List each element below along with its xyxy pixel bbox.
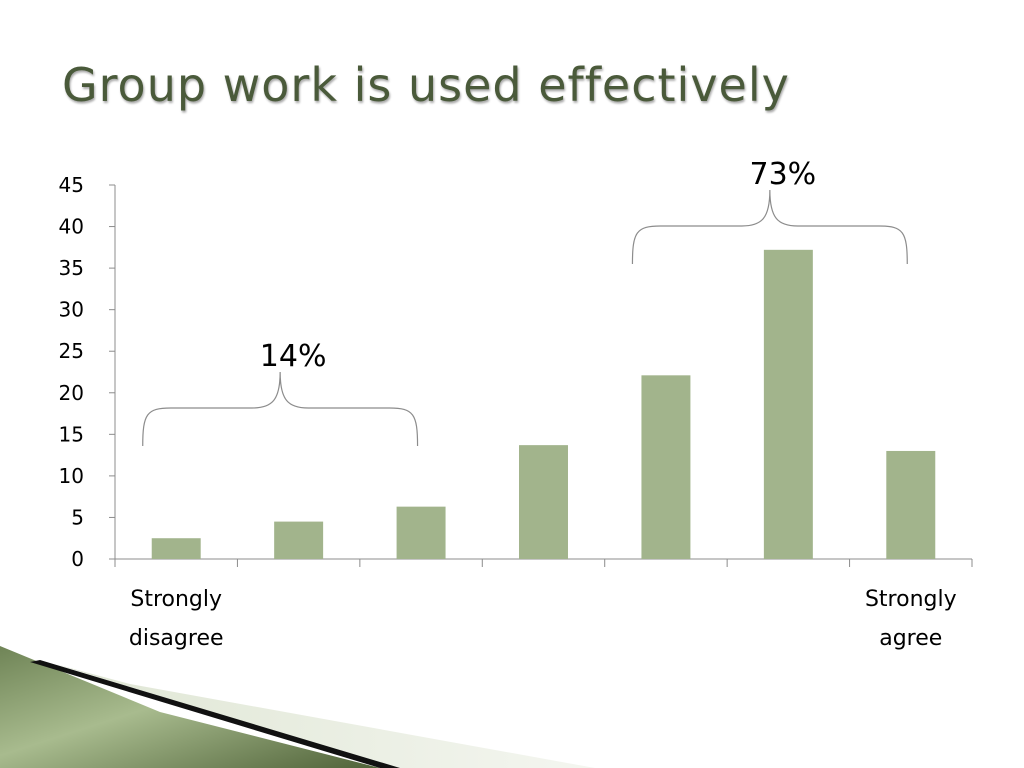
corner-decoration [0, 646, 595, 768]
bar-3 [396, 506, 446, 559]
y-tick-label: 10 [59, 464, 84, 488]
y-tick-label: 45 [59, 173, 84, 197]
x-end-label-left: Strongly [130, 587, 222, 612]
brace-1 [631, 189, 908, 265]
y-tick-label: 25 [59, 339, 84, 363]
bar-4 [519, 445, 568, 559]
annotation-label-1: 73% [750, 157, 817, 192]
y-tick-label: 20 [59, 381, 84, 405]
x-end-label-right: Strongly [865, 587, 957, 612]
brace-0 [142, 371, 419, 447]
x-end-label-left: disagree [129, 626, 224, 651]
y-tick-label: 35 [59, 256, 84, 280]
x-end-label-right: agree [879, 626, 942, 651]
bar-7 [886, 450, 936, 559]
y-tick-label: 40 [59, 215, 84, 239]
bar-5 [641, 375, 691, 559]
y-tick-label: 0 [71, 547, 84, 571]
bar-6 [763, 249, 813, 559]
y-tick-label: 15 [59, 422, 84, 446]
y-tick-label: 30 [59, 298, 84, 322]
annotation-label-0: 14% [260, 339, 327, 374]
slide-title: Group work is used effectively [62, 58, 790, 112]
y-tick-label: 5 [71, 505, 84, 529]
bar-2 [274, 521, 324, 559]
bar-1 [151, 538, 201, 559]
